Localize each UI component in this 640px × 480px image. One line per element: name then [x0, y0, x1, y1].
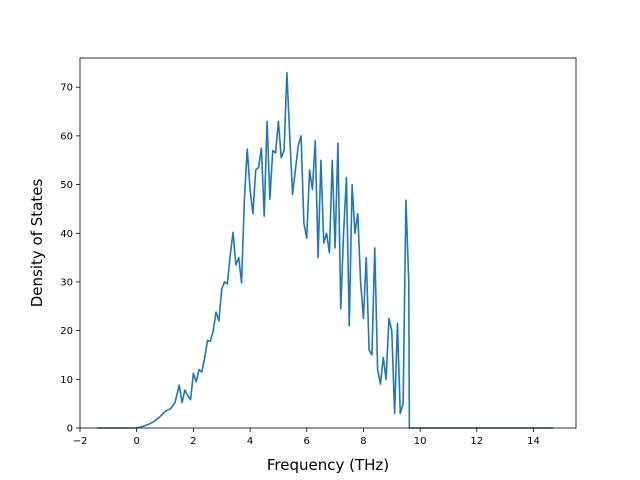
x-axis-label: Frequency (THz)	[267, 456, 389, 474]
x-tick-label: 4	[247, 436, 253, 447]
y-tick-label: 30	[60, 277, 73, 288]
y-tick-label: 60	[60, 131, 73, 142]
x-tick-label: 10	[414, 436, 427, 447]
series-line-0	[97, 71, 554, 429]
x-tick-label: 14	[527, 436, 540, 447]
y-axis-ticks: 0 10 20 30 40 50 60 70	[60, 83, 80, 435]
x-tick-label: −2	[73, 436, 88, 447]
x-tick-label: 8	[360, 436, 366, 447]
y-tick-label: 40	[60, 229, 73, 240]
y-tick-label: 20	[60, 326, 73, 337]
y-tick-label: 10	[60, 375, 73, 386]
x-tick-label: 0	[133, 436, 139, 447]
y-tick-label: 70	[60, 83, 73, 94]
plot-frame	[79, 57, 577, 429]
x-tick-label: 12	[470, 436, 483, 447]
x-tick-label: 6	[304, 436, 310, 447]
y-tick-label: 50	[60, 180, 73, 191]
y-axis-label: Density of States	[28, 179, 46, 308]
x-axis-ticks: −2 0 2 4 6 8 10 12 14	[73, 428, 540, 447]
x-tick-label: 2	[190, 436, 196, 447]
y-tick-label: 0	[67, 424, 73, 435]
plot-content	[97, 71, 554, 429]
